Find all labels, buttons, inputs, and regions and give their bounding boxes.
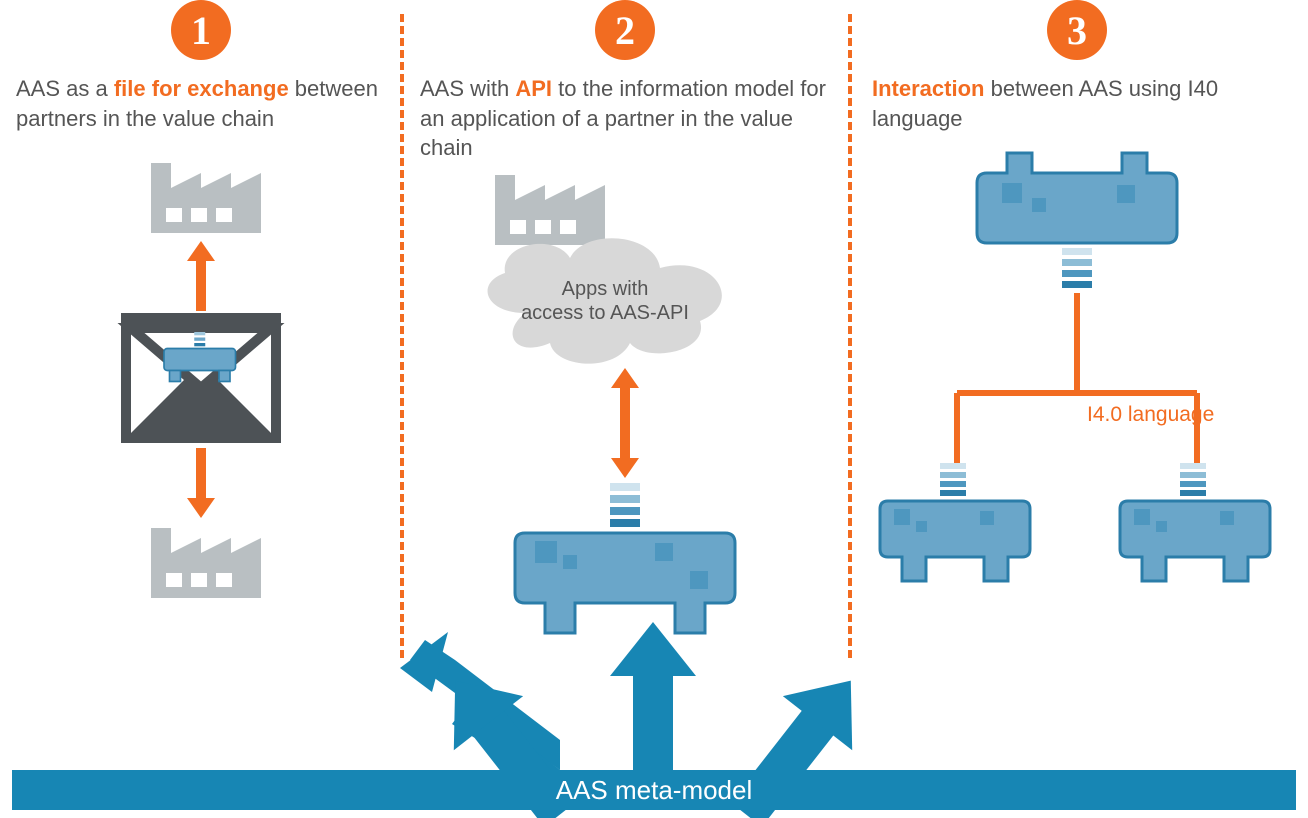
desc-pre: AAS with [420, 76, 515, 101]
panel-2-desc: AAS with API to the information model fo… [420, 74, 830, 163]
panel-3-graphic: I4.0 language [872, 133, 1292, 653]
divider-2 [848, 14, 852, 658]
diagram-root: 1 AAS as a file for exchange between par… [0, 0, 1308, 818]
cloud-text-1: Apps with [562, 278, 649, 300]
desc-pre: AAS as a [16, 76, 114, 101]
panel-3: 3 Interaction between AAS using I40 lang… [872, 0, 1282, 653]
badge-1: 1 [171, 0, 231, 60]
desc-hl: API [515, 76, 552, 101]
meta-bar: AAS meta-model [12, 770, 1296, 810]
panel-1-desc: AAS as a file for exchange between partn… [16, 74, 386, 133]
cloud-text-2: access to AAS-API [521, 302, 689, 324]
divider-1 [400, 14, 404, 658]
panel-1-graphic [16, 133, 386, 653]
badge-3: 3 [1047, 0, 1107, 60]
panel-3-desc: Interaction between AAS using I40 langua… [872, 74, 1282, 133]
desc-hl: file for exchange [114, 76, 289, 101]
panel-2-graphic: Apps with access to AAS-API [420, 163, 830, 643]
meta-label: AAS meta-model [556, 775, 753, 806]
net-label: I4.0 language [1087, 403, 1214, 426]
badge-2: 2 [595, 0, 655, 60]
panel-2: 2 AAS with API to the information model … [420, 0, 830, 643]
panel-1: 1 AAS as a file for exchange between par… [16, 0, 386, 653]
desc-hl: Interaction [872, 76, 984, 101]
